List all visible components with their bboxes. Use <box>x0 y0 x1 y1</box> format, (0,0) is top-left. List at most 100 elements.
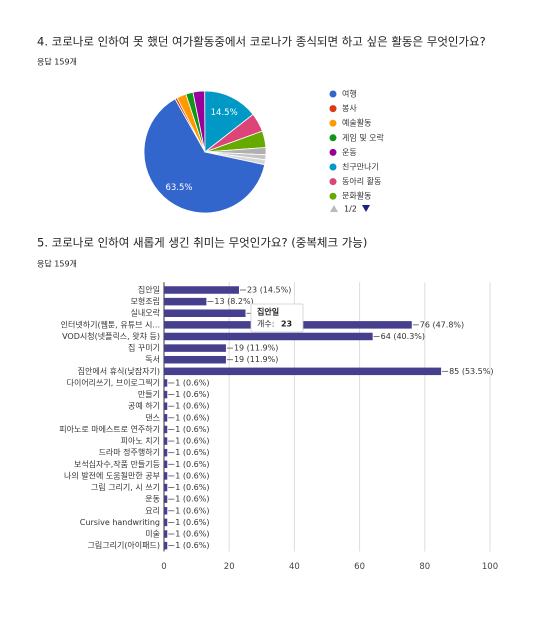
legend-swatch <box>329 119 337 127</box>
bar <box>164 414 168 422</box>
y-tick-label: 독서 <box>145 355 160 364</box>
y-tick-label: Cursive handwriting <box>80 518 160 527</box>
legend-swatch <box>329 105 337 113</box>
data-label: 1 (0.6%) <box>175 413 209 422</box>
bar <box>164 309 246 317</box>
bar <box>164 379 168 387</box>
y-tick-label: 운동 <box>145 495 160 504</box>
tooltip-value: 23 <box>281 320 292 329</box>
y-tick-label: 집안일 <box>138 285 160 295</box>
pie-slice <box>143 98 266 214</box>
tooltip-label: 개수: <box>257 319 274 329</box>
legend-prev <box>330 205 338 212</box>
bar <box>164 518 168 527</box>
bar <box>164 507 168 515</box>
bar <box>164 495 168 503</box>
bar <box>164 297 207 306</box>
data-label: 1 (0.6%) <box>175 460 209 469</box>
question-title: 5. 코로나로 인하여 새롭게 생긴 취미는 무엇인가요? (중복체크 가능) <box>37 236 367 250</box>
data-label: 76 (47.8%) <box>420 320 464 329</box>
legend-label: 문화활동 <box>342 191 371 201</box>
bar <box>164 367 442 376</box>
x-tick-label: 80 <box>419 562 430 572</box>
x-tick-label: 100 <box>482 562 498 572</box>
y-tick-label: 피아노로 마에스트로 연주하기 <box>59 424 160 434</box>
bar <box>164 402 168 410</box>
data-label: 1 (0.6%) <box>175 483 209 492</box>
y-tick-label: 드라마 정주행하기 <box>99 447 160 457</box>
x-tick-label: 60 <box>354 562 365 572</box>
response-count: 응답 159개 <box>37 259 77 269</box>
data-label: 1 (0.6%) <box>175 402 209 411</box>
slice-label: 63.5% <box>165 183 192 193</box>
bar <box>164 448 168 457</box>
data-label: 1 (0.6%) <box>175 425 209 434</box>
data-label: 64 (40.3%) <box>381 332 425 341</box>
bar <box>164 355 226 364</box>
y-tick-label: 피아노 치기 <box>121 436 160 446</box>
y-tick-label: 요리 <box>145 506 160 515</box>
bar <box>164 332 373 341</box>
bar <box>164 344 226 352</box>
y-tick-label: 집안에서 휴식(낮잠자기) <box>78 366 160 376</box>
data-label: 85 (53.5%) <box>449 367 493 376</box>
y-tick-label: 인터넷하기(웹툰, 유튜브 시... <box>61 319 160 329</box>
bar <box>164 483 168 492</box>
legend-swatch <box>329 148 337 156</box>
bar <box>164 541 168 550</box>
legend-label: 봉사 <box>342 104 357 113</box>
y-tick-label: 나의 발전에 도움될만한 공부 <box>64 470 160 480</box>
legend-label: 여행 <box>342 89 357 99</box>
legend-label: 게임 및 오락 <box>342 132 385 142</box>
legend-label: 예술활동 <box>342 118 371 128</box>
legend-label: 운동 <box>342 148 357 157</box>
data-label: 1 (0.6%) <box>175 530 209 539</box>
data-label: 1 (0.6%) <box>175 378 209 387</box>
legend-label: 친구만나기 <box>342 162 379 172</box>
bar <box>164 530 168 538</box>
y-tick-label: VOD시청(넷플릭스, 왓챠 등) <box>62 331 160 341</box>
y-tick-label: 댄스 <box>145 413 160 422</box>
legend-swatch <box>329 90 337 98</box>
data-label: 1 (0.6%) <box>175 506 209 515</box>
legend-swatch <box>329 192 337 200</box>
tooltip-box <box>250 303 304 333</box>
data-label: 1 (0.6%) <box>175 541 209 550</box>
bar <box>164 460 168 469</box>
bar <box>164 472 168 480</box>
legend-swatch <box>329 134 337 142</box>
pie-slice <box>204 151 266 166</box>
legend-swatch <box>329 163 337 171</box>
y-tick-label: 그림 그리기, 시 쓰기 <box>91 482 160 492</box>
x-tick-label: 20 <box>224 562 235 572</box>
pie-slice <box>204 90 254 153</box>
y-tick-label: 다이어리쓰기, 브이로그찍기 <box>67 377 160 387</box>
legend-label: 동아리 활동 <box>342 176 381 186</box>
data-label: 1 (0.6%) <box>175 471 209 480</box>
data-label: 1 (0.6%) <box>175 437 209 446</box>
bar <box>164 425 168 434</box>
y-tick-label: 공예 하기 <box>128 401 160 411</box>
slice-label: 14.5% <box>211 108 238 118</box>
response-count: 응답 159개 <box>37 57 77 67</box>
y-tick-label: 보석십자수,작품 만들기등 <box>74 459 160 469</box>
y-tick-label: 모형조립 <box>131 297 160 306</box>
y-tick-label: 미술 <box>145 529 160 539</box>
legend-next[interactable] <box>362 205 370 212</box>
data-label: 1 (0.6%) <box>175 518 209 527</box>
question-title: 4. 코로나로 인하여 못 했던 여가활동중에서 코로나가 종식되면 하고 싶은… <box>37 35 486 49</box>
legend-page: 1/2 <box>344 205 357 214</box>
data-label: 1 (0.6%) <box>175 390 209 399</box>
y-tick-label: 만들기 <box>138 390 160 399</box>
bar <box>164 286 239 294</box>
legend-swatch <box>329 178 337 186</box>
x-tick-label: 0 <box>161 562 166 572</box>
data-label: 1 (0.6%) <box>175 495 209 504</box>
data-label: 1 (0.6%) <box>175 448 209 457</box>
data-label: 19 (11.9%) <box>234 355 278 364</box>
y-tick-label: 그림그리기(아이패드) <box>88 540 160 550</box>
tooltip-title: 집안일 <box>257 307 279 317</box>
bar <box>164 437 168 445</box>
data-label: 13 (8.2%) <box>214 297 253 306</box>
